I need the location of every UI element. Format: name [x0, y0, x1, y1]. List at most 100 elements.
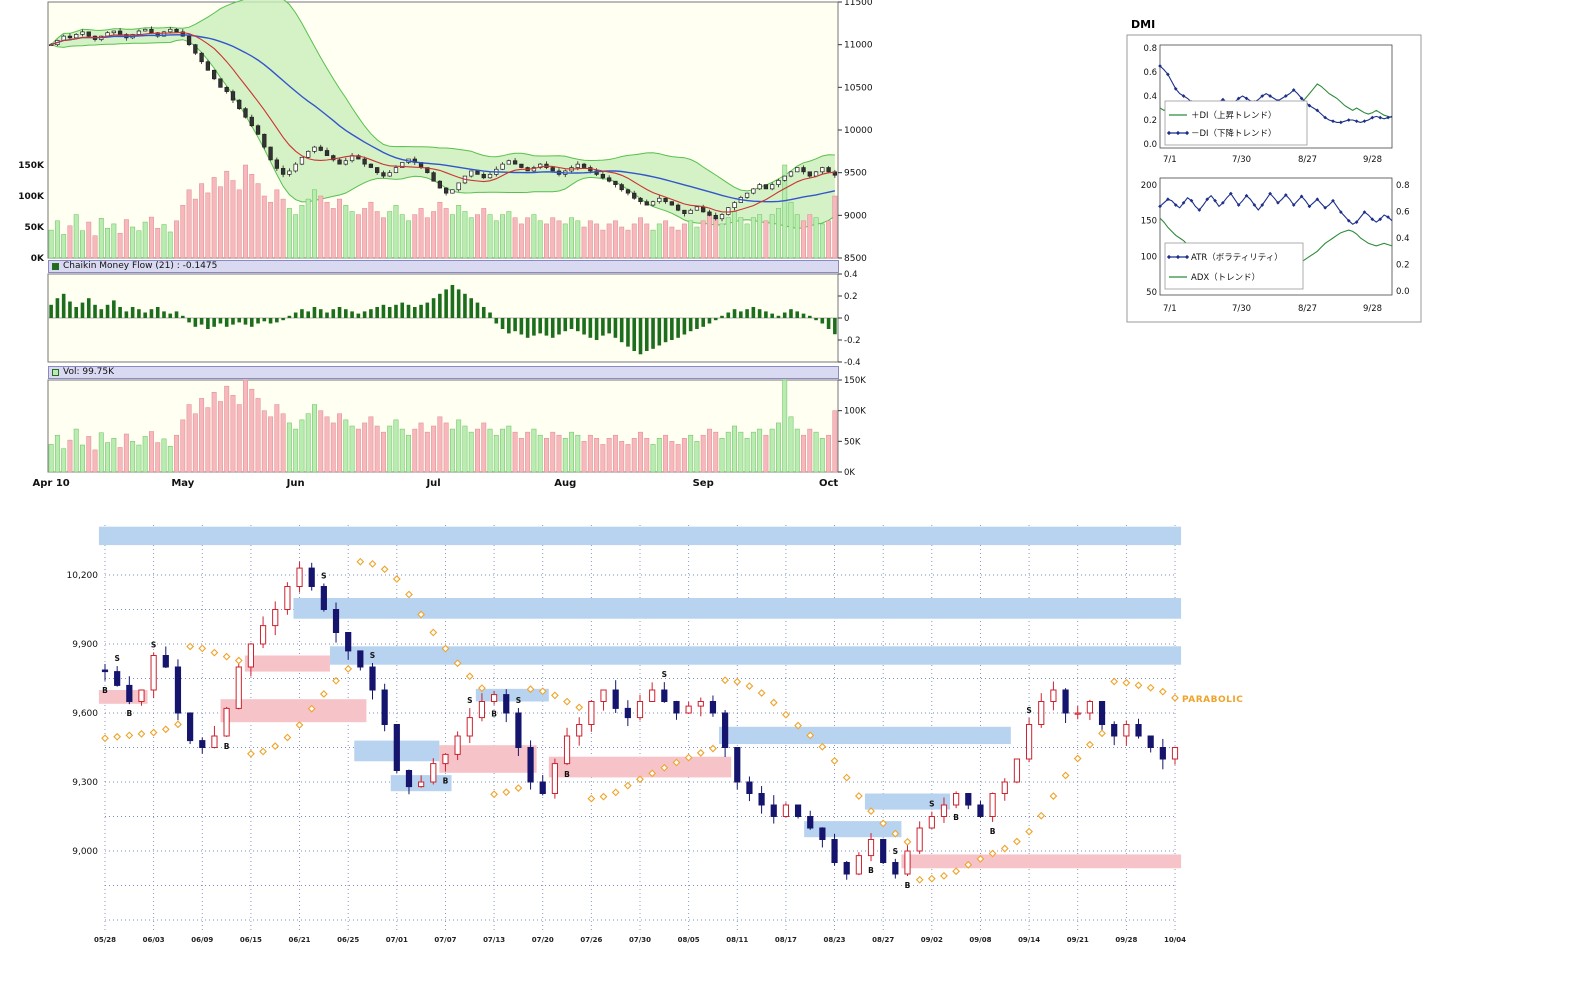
- svg-text:7/1: 7/1: [1163, 304, 1177, 314]
- svg-text:S: S: [929, 800, 934, 809]
- svg-text:S: S: [662, 670, 667, 679]
- svg-text:50K: 50K: [25, 223, 46, 233]
- svg-text:0.2: 0.2: [1143, 116, 1157, 126]
- svg-text:08/23: 08/23: [824, 936, 846, 944]
- svg-text:07/20: 07/20: [532, 936, 554, 944]
- svg-text:Aug: Aug: [554, 478, 576, 489]
- svg-text:07/07: 07/07: [434, 936, 456, 944]
- svg-text:9500: 9500: [844, 169, 867, 179]
- svg-text:150K: 150K: [18, 161, 45, 171]
- svg-text:10500: 10500: [844, 83, 873, 93]
- svg-text:10,200: 10,200: [67, 571, 99, 581]
- svg-text:B: B: [224, 742, 230, 751]
- svg-text:0.2: 0.2: [844, 292, 858, 302]
- svg-text:150: 150: [1141, 217, 1157, 227]
- svg-text:-0.4: -0.4: [844, 358, 861, 368]
- svg-text:08/05: 08/05: [678, 936, 700, 944]
- svg-text:May: May: [171, 478, 194, 489]
- svg-text:09/21: 09/21: [1067, 936, 1089, 944]
- svg-text:－DI（下降トレンド）: －DI（下降トレンド）: [1191, 128, 1277, 139]
- svg-text:08/27: 08/27: [872, 936, 894, 944]
- svg-text:B: B: [443, 777, 449, 786]
- svg-text:08/11: 08/11: [726, 936, 748, 944]
- svg-text:10/04: 10/04: [1164, 936, 1186, 944]
- main-price-chart-block: 11500 11000 10500 10000 9500 9000 8500 150K 100K…: [0, 0, 880, 496]
- vol-header-label: Vol: 99.75K: [63, 367, 115, 377]
- svg-text:S: S: [151, 640, 156, 649]
- svg-text:7/1: 7/1: [1163, 155, 1177, 165]
- svg-text:Oct: Oct: [819, 478, 838, 489]
- svg-text:S: S: [467, 696, 472, 705]
- svg-text:0.4: 0.4: [844, 270, 858, 280]
- svg-text:S: S: [321, 571, 326, 580]
- chaikin-header-bar: Chaikin Money Flow (21) : -0.1475: [48, 260, 839, 273]
- svg-text:06/25: 06/25: [337, 936, 359, 944]
- main-chart-canvas: 11500 11000 10500 10000 9500 9000 8500 150K 100K…: [18, 0, 873, 489]
- svg-text:B: B: [990, 827, 996, 836]
- svg-text:50: 50: [1146, 288, 1157, 298]
- svg-text:B: B: [868, 866, 874, 875]
- svg-text:B: B: [102, 686, 108, 695]
- svg-text:0K: 0K: [844, 468, 855, 478]
- svg-text:ATR（ボラティリティ）: ATR（ボラティリティ）: [1191, 252, 1283, 263]
- svg-text:08/17: 08/17: [775, 936, 797, 944]
- svg-text:0.4: 0.4: [1396, 234, 1410, 244]
- svg-text:9/28: 9/28: [1363, 304, 1382, 314]
- vol-header-bar: Vol: 99.75K: [48, 366, 839, 379]
- svg-text:0.0: 0.0: [1396, 287, 1410, 297]
- dmi-panel-title: DMI: [1131, 18, 1156, 31]
- svg-text:10000: 10000: [844, 126, 873, 136]
- svg-text:9,600: 9,600: [72, 709, 98, 719]
- svg-text:8/27: 8/27: [1298, 304, 1317, 314]
- svg-text:0.8: 0.8: [1396, 181, 1410, 191]
- svg-text:Jul: Jul: [425, 478, 440, 489]
- svg-text:B: B: [126, 709, 132, 718]
- svg-text:0K: 0K: [31, 254, 45, 264]
- svg-text:05/28: 05/28: [94, 936, 116, 944]
- svg-text:S: S: [1026, 706, 1031, 715]
- svg-text:0.2: 0.2: [1396, 261, 1410, 271]
- svg-text:9,000: 9,000: [72, 847, 98, 857]
- svg-text:200: 200: [1141, 181, 1157, 191]
- svg-text:9/28: 9/28: [1363, 155, 1382, 165]
- svg-text:S: S: [516, 696, 521, 705]
- svg-text:9,300: 9,300: [72, 778, 98, 788]
- svg-text:100: 100: [1141, 252, 1157, 262]
- svg-text:0.6: 0.6: [1143, 68, 1157, 78]
- parabolic-chart: B S B S B S S B S B S B S B S B S B B S 10,200 9,900 9,600 9,30…: [67, 525, 1243, 944]
- svg-text:100K: 100K: [844, 407, 866, 417]
- svg-text:S: S: [893, 847, 898, 856]
- svg-text:B: B: [564, 770, 570, 779]
- dmi-panel: 0.8 0.6 0.4 0.2 0.0 7/1 7/30 8/27 9/28 ＋DI（上昇トレンド…: [1126, 34, 1422, 323]
- svg-text:09/08: 09/08: [969, 936, 991, 944]
- svg-text:0.6: 0.6: [1396, 208, 1410, 218]
- svg-text:ADX（トレンド）: ADX（トレンド）: [1191, 272, 1260, 283]
- svg-text:150K: 150K: [844, 376, 866, 386]
- svg-text:0.8: 0.8: [1143, 44, 1157, 54]
- svg-text:06/21: 06/21: [289, 936, 311, 944]
- svg-text:06/09: 06/09: [191, 936, 213, 944]
- svg-text:0.4: 0.4: [1143, 92, 1157, 102]
- svg-text:7/30: 7/30: [1232, 304, 1251, 314]
- chaikin-series-icon: [52, 263, 59, 270]
- svg-text:06/03: 06/03: [143, 936, 165, 944]
- svg-text:07/01: 07/01: [386, 936, 408, 944]
- svg-text:PARABOLIC: PARABOLIC: [1182, 695, 1243, 705]
- svg-text:S: S: [370, 651, 375, 660]
- svg-text:11000: 11000: [844, 41, 873, 51]
- svg-text:09/02: 09/02: [921, 936, 943, 944]
- chaikin-header-label: Chaikin Money Flow (21) : -0.1475: [63, 261, 218, 271]
- svg-text:07/13: 07/13: [483, 936, 505, 944]
- svg-text:B: B: [905, 881, 911, 890]
- svg-text:0.0: 0.0: [1143, 140, 1157, 150]
- svg-text:-0.2: -0.2: [844, 336, 861, 346]
- svg-text:09/14: 09/14: [1018, 936, 1040, 944]
- svg-text:＋DI（上昇トレンド）: ＋DI（上昇トレンド）: [1191, 110, 1277, 121]
- svg-text:06/15: 06/15: [240, 936, 262, 944]
- vol-series-icon: [52, 369, 59, 376]
- svg-text:9,900: 9,900: [72, 640, 98, 650]
- svg-text:07/30: 07/30: [629, 936, 651, 944]
- svg-text:B: B: [491, 710, 497, 719]
- svg-text:50K: 50K: [844, 437, 861, 447]
